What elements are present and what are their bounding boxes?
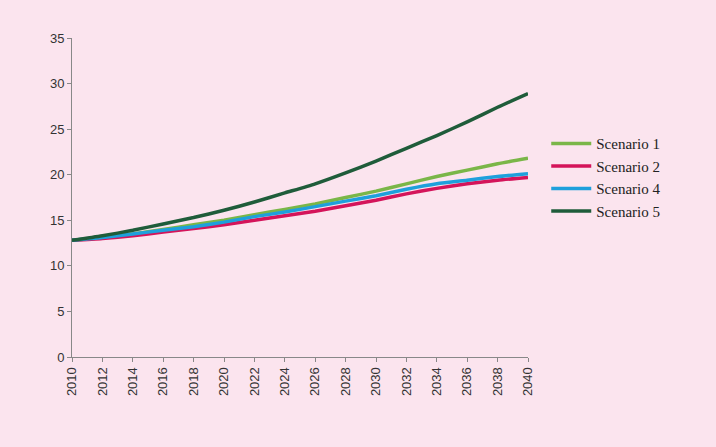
svg-text:2040: 2040 — [520, 367, 535, 396]
svg-text:2012: 2012 — [95, 367, 110, 396]
svg-text:Scenario 2: Scenario 2 — [596, 159, 660, 175]
svg-text:35: 35 — [50, 31, 64, 46]
svg-text:2014: 2014 — [125, 367, 140, 396]
svg-text:2020: 2020 — [216, 367, 231, 396]
svg-text:2034: 2034 — [429, 367, 444, 396]
svg-text:15: 15 — [50, 213, 64, 228]
svg-text:5: 5 — [57, 304, 64, 319]
svg-text:Scenario 1: Scenario 1 — [596, 136, 660, 152]
svg-text:2028: 2028 — [338, 367, 353, 396]
svg-text:2030: 2030 — [368, 367, 383, 396]
svg-text:2016: 2016 — [155, 367, 170, 396]
svg-text:2024: 2024 — [277, 367, 292, 396]
svg-text:2038: 2038 — [490, 367, 505, 396]
svg-text:2018: 2018 — [186, 367, 201, 396]
svg-text:25: 25 — [50, 122, 64, 137]
svg-text:0: 0 — [57, 350, 64, 365]
svg-text:Scenario 4: Scenario 4 — [596, 181, 660, 197]
svg-text:30: 30 — [50, 76, 64, 91]
svg-text:2032: 2032 — [399, 367, 414, 396]
svg-text:10: 10 — [50, 258, 64, 273]
svg-text:2026: 2026 — [307, 367, 322, 396]
svg-text:2010: 2010 — [64, 367, 79, 396]
svg-text:20: 20 — [50, 167, 64, 182]
svg-text:Scenario 5: Scenario 5 — [596, 204, 660, 220]
svg-text:2036: 2036 — [459, 367, 474, 396]
svg-text:2022: 2022 — [247, 367, 262, 396]
